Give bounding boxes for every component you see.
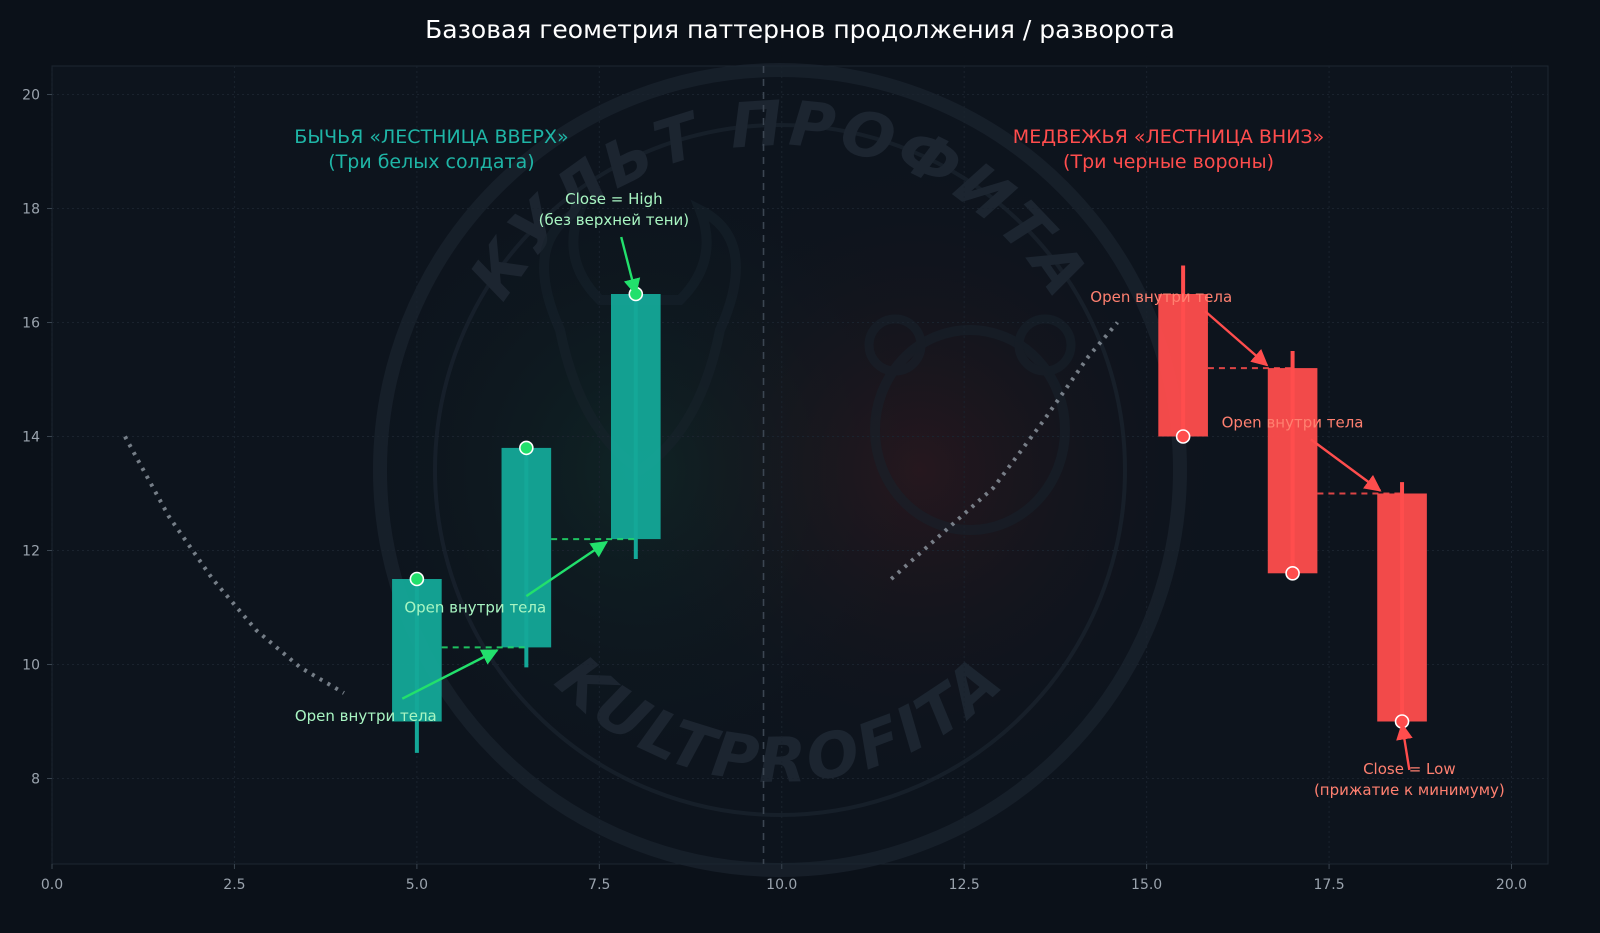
y-tick-label: 16 <box>22 316 40 332</box>
y-tick-label: 8 <box>31 772 40 788</box>
x-tick-label: 7.5 <box>588 877 610 893</box>
x-tick-label: 20.0 <box>1496 877 1527 893</box>
y-tick-label: 12 <box>22 544 40 560</box>
bear-trend-line <box>889 321 1119 581</box>
bull-candle-3-body <box>610 294 661 540</box>
open-links <box>441 367 1403 649</box>
bear-close-marker-2 <box>1285 565 1300 581</box>
bull-title-line1: БЫЧЬЯ «ЛЕСТНИЦА ВВЕРХ» <box>294 126 568 148</box>
annotation-arrow-2 <box>401 649 499 700</box>
annotation-arrow-1 <box>620 236 641 296</box>
x-tick-label: 17.5 <box>1313 877 1344 893</box>
annotation-text-6-line-1: Close = Low <box>1363 760 1456 778</box>
bear-title-line1: МЕДВЕЖЬЯ «ЛЕСТНИЦА ВНИЗ» <box>1013 126 1324 148</box>
bull-title-line2: (Три белых солдата) <box>328 151 534 173</box>
y-tick-label: 10 <box>22 658 40 674</box>
bear-candle-2-body <box>1267 368 1318 574</box>
bear-close-marker-1 <box>1175 429 1191 444</box>
annotation-arrow-6 <box>1396 722 1413 771</box>
x-tick-label: 15.0 <box>1131 877 1162 893</box>
bear-candle-1-body <box>1158 294 1208 437</box>
chart-title: Базовая геометрия паттернов продолжения … <box>425 15 1175 44</box>
group-titles: БЫЧЬЯ «ЛЕСТНИЦА ВВЕРХ» (Три белых солдата… <box>294 126 1324 173</box>
bull-close-marker-1 <box>409 571 425 587</box>
x-tick-label: 5.0 <box>406 877 428 893</box>
y-tick-label: 18 <box>22 202 40 218</box>
annotation-text-2-line-1: Open внутри тела <box>295 707 437 725</box>
bear-head-icon <box>864 314 1076 535</box>
axes: 0.0 2.5 5.0 7.5 10.0 12.5 15.0 17.5 20.0 8 10 12 14 1… <box>22 88 1527 894</box>
bull-close-marker-2 <box>519 440 534 456</box>
annotation-arrow-4 <box>1204 310 1269 367</box>
annotation-arrow-3 <box>525 540 609 598</box>
annotation-text-5-line-1: Open внутри тела <box>1222 413 1364 431</box>
annotation-text-1-line-1: Close = High <box>565 190 662 208</box>
bear-candle-3-body <box>1377 493 1427 722</box>
x-tick-label: 12.5 <box>949 877 980 893</box>
bull-candle-2-body <box>501 447 552 648</box>
annotation-text-1-line-2: (без верхней тени) <box>539 211 689 229</box>
trend-lines <box>123 321 1119 695</box>
y-tick-label: 14 <box>22 430 40 446</box>
candles <box>392 265 1427 753</box>
y-tick-label: 20 <box>22 88 40 104</box>
bull-candle-1-body <box>392 579 442 722</box>
bear-title-line2: (Три черные вороны) <box>1063 151 1274 173</box>
annotation-text-4-line-1: Open внутри тела <box>1090 288 1232 306</box>
annotation-text-3-line-1: Open внутри тела <box>404 599 546 617</box>
x-tick-label: 10.0 <box>766 877 797 893</box>
annotations: Close = High (без верхней тени) Open внутр… <box>295 190 1505 799</box>
x-tick-label: 0.0 <box>41 877 63 893</box>
annotation-arrow-5 <box>1310 438 1382 492</box>
x-tick-label: 2.5 <box>223 877 245 893</box>
annotation-text-6-line-2: (прижатие к минимуму) <box>1314 781 1505 799</box>
